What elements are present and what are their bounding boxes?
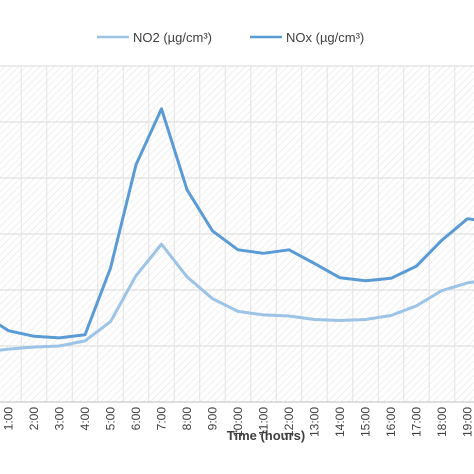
- x-tick-label: 14:00: [333, 407, 347, 437]
- gridlines: [0, 65, 474, 402]
- x-tick-label: 10:00: [231, 407, 245, 437]
- x-tick-label: 17:00: [410, 407, 424, 437]
- series-line-no2: [0, 242, 474, 352]
- x-tick-label: 6:00: [129, 407, 143, 431]
- x-tick-label: 15:00: [359, 407, 373, 437]
- x-tick-label: 18:00: [435, 407, 449, 437]
- legend: NO2 (µg/cm³) NOx (µg/cm³): [97, 30, 364, 45]
- x-axis-title: Time (hours): [227, 428, 306, 443]
- x-tick-label: 11:00: [257, 407, 271, 436]
- x-tick-label: 4:00: [78, 407, 92, 431]
- x-tick-label: 16:00: [384, 407, 398, 437]
- x-tick-label: 19:00: [461, 407, 474, 437]
- x-axis-ticks: 1:00 2:00 3:00 4:00 5:00 6:00 7:00 8:00 9:00 10:0…: [2, 407, 474, 437]
- x-tick-label: 12:00: [282, 407, 296, 437]
- x-tick-label: 7:00: [155, 407, 169, 431]
- legend-label-no2: NO2 (µg/cm³): [133, 30, 212, 45]
- x-tick-label: 5:00: [104, 407, 118, 431]
- x-tick-label: 9:00: [206, 407, 220, 431]
- x-tick-label: 2:00: [27, 407, 41, 431]
- legend-label-nox: NOx (µg/cm³): [286, 30, 364, 45]
- x-tick-label: 13:00: [308, 407, 322, 437]
- series-line-nox: [0, 107, 474, 340]
- x-tick-label: 8:00: [180, 407, 194, 431]
- x-tick-label: 1:00: [2, 407, 16, 431]
- x-tick-label: 3:00: [53, 407, 67, 431]
- series-layer: [0, 107, 474, 352]
- plot-area: [0, 65, 474, 403]
